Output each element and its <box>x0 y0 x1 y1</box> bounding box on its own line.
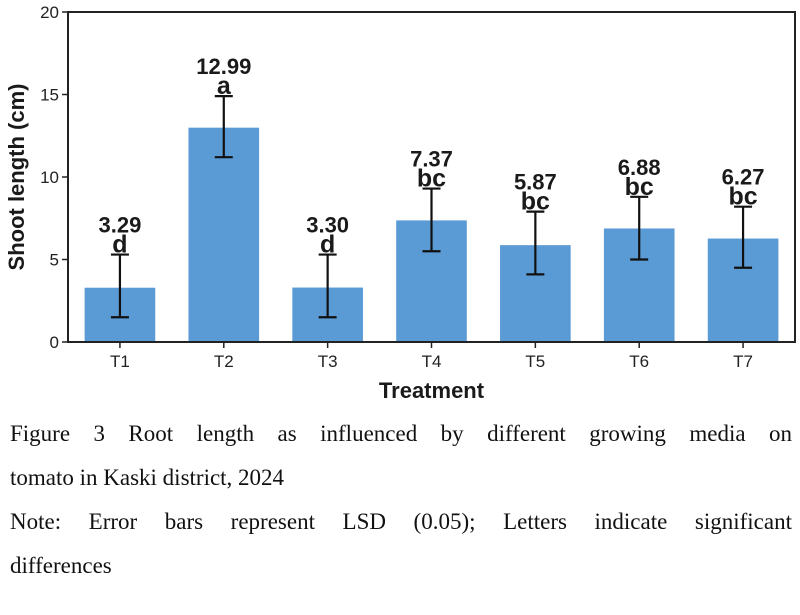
x-tick-label-T2: T2 <box>214 352 234 371</box>
caption-line-2: tomato in Kaski district, 2024 <box>10 465 285 490</box>
x-tick-label-T4: T4 <box>422 352 442 371</box>
x-tick-label-T3: T3 <box>318 352 338 371</box>
x-tick-label-T6: T6 <box>629 352 649 371</box>
value-label-T2: 12.99 <box>196 54 251 79</box>
y-tick-label: 0 <box>50 333 59 352</box>
letter-label-T6: bc <box>625 173 654 201</box>
letter-label-T4: bc <box>417 165 446 193</box>
letter-label-T5: bc <box>521 188 550 216</box>
letter-label-T1: d <box>112 231 127 259</box>
x-axis-title: Treatment <box>379 378 485 403</box>
value-label-T5: 5.87 <box>514 170 557 195</box>
caption-line-3: Note: Error bars represent LSD (0.05); L… <box>10 509 792 534</box>
letter-label-T2: a <box>217 72 232 100</box>
value-label-T1: 3.29 <box>99 213 142 238</box>
value-label-T4: 7.37 <box>410 147 453 172</box>
bar-T2 <box>188 127 260 342</box>
x-tick-label-T7: T7 <box>733 352 753 371</box>
value-label-T6: 6.88 <box>618 155 661 180</box>
y-axis-title: Shoot length (cm) <box>4 84 29 271</box>
x-tick-label-T5: T5 <box>525 352 545 371</box>
y-tick-label: 15 <box>40 86 59 105</box>
figure-caption: Figure 3 Root length as influenced by di… <box>10 412 792 588</box>
value-label-T7: 6.27 <box>722 165 765 190</box>
y-tick-label: 10 <box>40 168 59 187</box>
value-label-T3: 3.30 <box>306 213 349 238</box>
chart-container: 3.29 d 12.99 a 3.30 d 7.37 bc 5.87 bc 6.88 bc 6.27 bc… <box>4 3 796 403</box>
caption-line-1: Figure 3 Root length as influenced by di… <box>10 421 792 446</box>
caption-line-4: differences <box>10 553 112 578</box>
letter-label-T7: bc <box>728 183 757 211</box>
x-tick-label-T1: T1 <box>110 352 130 371</box>
y-tick-label: 20 <box>40 3 59 22</box>
letter-label-T3: d <box>320 231 335 259</box>
y-tick-label: 5 <box>50 251 59 270</box>
